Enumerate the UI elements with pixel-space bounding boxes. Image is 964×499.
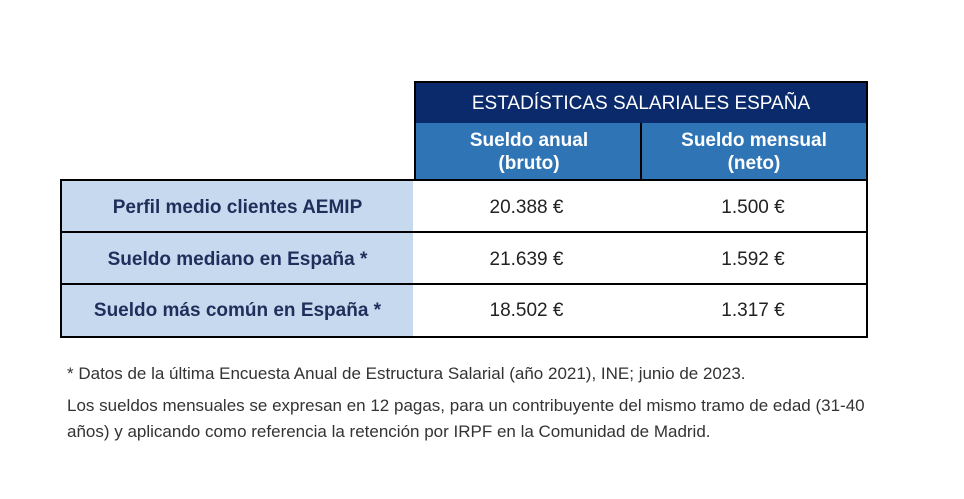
header-line: (neto) xyxy=(727,153,781,174)
table-title: ESTADÍSTICAS SALARIALES ESPAÑA xyxy=(414,81,868,124)
cell-value: 1.500 € xyxy=(640,179,868,233)
header-line: Sueldo anual xyxy=(469,130,589,151)
row-label: Sueldo más común en España * xyxy=(60,283,415,338)
header-line: (bruto) xyxy=(498,153,560,174)
cell-value: 21.639 € xyxy=(413,231,642,285)
row-label: Perfil medio clientes AEMIP xyxy=(60,179,415,233)
row-label: Sueldo mediano en España * xyxy=(60,231,415,285)
cell-value: 20.388 € xyxy=(413,179,642,233)
footnote: Los sueldos mensuales se expresan en 12 … xyxy=(67,396,865,441)
cell-value: 1.317 € xyxy=(640,283,868,338)
cell-value: 1.592 € xyxy=(640,231,868,285)
column-header: Sueldo mensual (neto) xyxy=(640,123,868,181)
header-line: Sueldo mensual xyxy=(681,130,827,151)
footnote: * Datos de la última Encuesta Anual de E… xyxy=(67,364,746,383)
column-header: Sueldo anual (bruto) xyxy=(414,123,642,181)
cell-value: 18.502 € xyxy=(413,283,642,338)
